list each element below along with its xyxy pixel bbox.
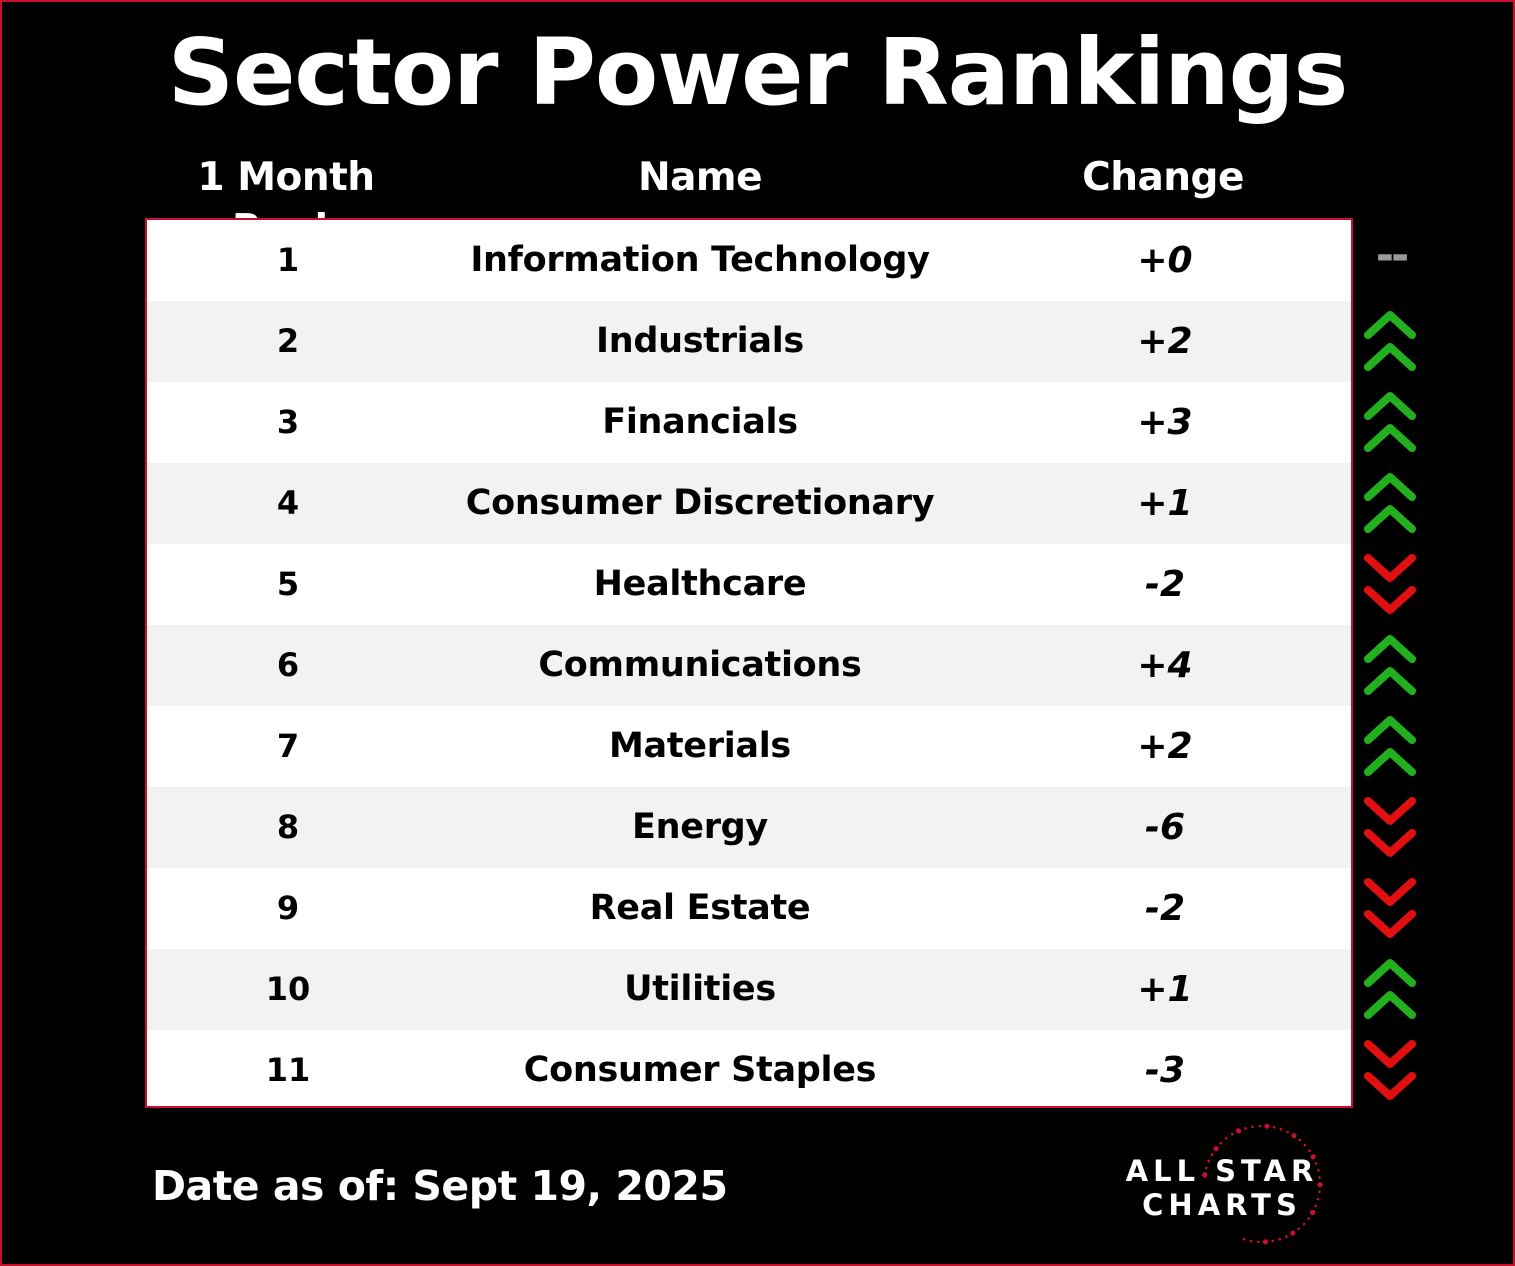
chevron-down-icon [1364, 1071, 1416, 1100]
double-chevron-up-icon [1364, 391, 1416, 452]
double-chevron-up-icon [1364, 715, 1416, 776]
chevron-down-icon [1364, 796, 1416, 825]
double-chevron-up-icon [1364, 310, 1416, 371]
table-row: 11 Consumer Staples -3 [147, 1030, 1351, 1111]
rank-cell: 5 [276, 565, 300, 603]
chevron-down-icon [1364, 909, 1416, 938]
rank-cell: 9 [276, 889, 300, 927]
sector-name-cell: Healthcare [593, 564, 807, 604]
column-header-rank: 1 Month Rank [197, 155, 376, 252]
double-chevron-up-icon [1364, 958, 1416, 1019]
chevron-up-icon [1364, 958, 1416, 987]
logo-text: ALL STAR CHARTS [1118, 1154, 1326, 1222]
logo-line-2: CHARTS [1142, 1188, 1302, 1222]
rank-cell: 3 [276, 403, 300, 441]
double-chevron-down-icon [1364, 877, 1416, 938]
chevron-up-icon [1364, 423, 1416, 452]
sector-name-cell: Communications [538, 645, 862, 685]
change-cell: -2 [1145, 564, 1185, 605]
rankings-table: 1 Information Technology +0 2 Industrials +2 3… [145, 218, 1353, 1108]
rank-cell: 2 [276, 322, 300, 360]
table-row: 2 Industrials +2 [147, 301, 1351, 382]
chevron-down-icon [1364, 1039, 1416, 1068]
table-row: 10 Utilities +1 [147, 949, 1351, 1030]
sector-name-cell: Energy [632, 807, 768, 847]
rank-cell: 8 [276, 808, 300, 846]
chevron-down-icon [1364, 585, 1416, 614]
table-row: 9 Real Estate -2 [147, 868, 1351, 949]
change-cell: -2 [1145, 888, 1185, 929]
chevron-up-icon [1364, 391, 1416, 420]
change-cell: +4 [1137, 645, 1193, 686]
no-change-indicator: -- [1375, 229, 1410, 281]
rank-cell: 4 [276, 484, 300, 522]
sector-name-cell: Real Estate [589, 888, 811, 928]
page-title: Sector Power Rankings [167, 19, 1348, 126]
table-row: 1 Information Technology +0 [147, 220, 1351, 301]
table-row: 3 Financials +3 [147, 382, 1351, 463]
rank-cell: 10 [265, 970, 311, 1008]
chevron-down-icon [1364, 553, 1416, 582]
chevron-up-icon [1364, 990, 1416, 1019]
double-chevron-down-icon [1364, 796, 1416, 857]
table-row: 7 Materials +2 [147, 706, 1351, 787]
sector-name-cell: Consumer Staples [523, 1050, 877, 1090]
rank-cell: 1 [276, 241, 300, 279]
change-cell: +2 [1137, 321, 1193, 362]
chevron-up-icon [1364, 310, 1416, 339]
rank-cell: 6 [276, 646, 300, 684]
column-header-name: Name [637, 155, 763, 200]
chevron-up-icon [1364, 634, 1416, 663]
date-label: Date as of: Sept 19, 2025 [152, 1162, 728, 1210]
change-cell: +2 [1137, 726, 1193, 767]
chevron-down-icon [1364, 828, 1416, 857]
chevron-up-icon [1364, 342, 1416, 371]
sector-name-cell: Financials [602, 402, 798, 442]
table-row: 4 Consumer Discretionary +1 [147, 463, 1351, 544]
sector-name-cell: Information Technology [470, 240, 930, 280]
table-row: 6 Communications +4 [147, 625, 1351, 706]
chevron-up-icon [1364, 715, 1416, 744]
double-chevron-down-icon [1364, 1039, 1416, 1100]
chevron-down-icon [1364, 877, 1416, 906]
column-header-change: Change [1082, 155, 1244, 200]
sector-name-cell: Utilities [624, 969, 776, 1009]
logo-line-1: ALL STAR [1125, 1154, 1319, 1188]
change-cell: +1 [1137, 969, 1193, 1010]
sector-name-cell: Materials [609, 726, 791, 766]
chevron-up-icon [1364, 747, 1416, 776]
chevron-up-icon [1364, 666, 1416, 695]
change-cell: +0 [1137, 240, 1193, 281]
double-chevron-up-icon [1364, 634, 1416, 695]
double-chevron-up-icon [1364, 472, 1416, 533]
chevron-up-icon [1364, 472, 1416, 501]
table-row: 8 Energy -6 [147, 787, 1351, 868]
change-cell: -6 [1145, 807, 1185, 848]
logo-star-ring-icon [1202, 1123, 1323, 1245]
chevron-up-icon [1364, 504, 1416, 533]
rank-cell: 11 [265, 1051, 311, 1089]
rank-cell: 7 [276, 727, 300, 765]
sector-name-cell: Industrials [596, 321, 804, 361]
change-cell: +1 [1137, 483, 1193, 524]
change-cell: +3 [1137, 402, 1193, 443]
double-chevron-down-icon [1364, 553, 1416, 614]
sector-name-cell: Consumer Discretionary [465, 483, 935, 523]
table-row: 5 Healthcare -2 [147, 544, 1351, 625]
change-cell: -3 [1145, 1050, 1185, 1091]
all-star-charts-logo: ALL STAR CHARTS [1118, 1116, 1366, 1252]
